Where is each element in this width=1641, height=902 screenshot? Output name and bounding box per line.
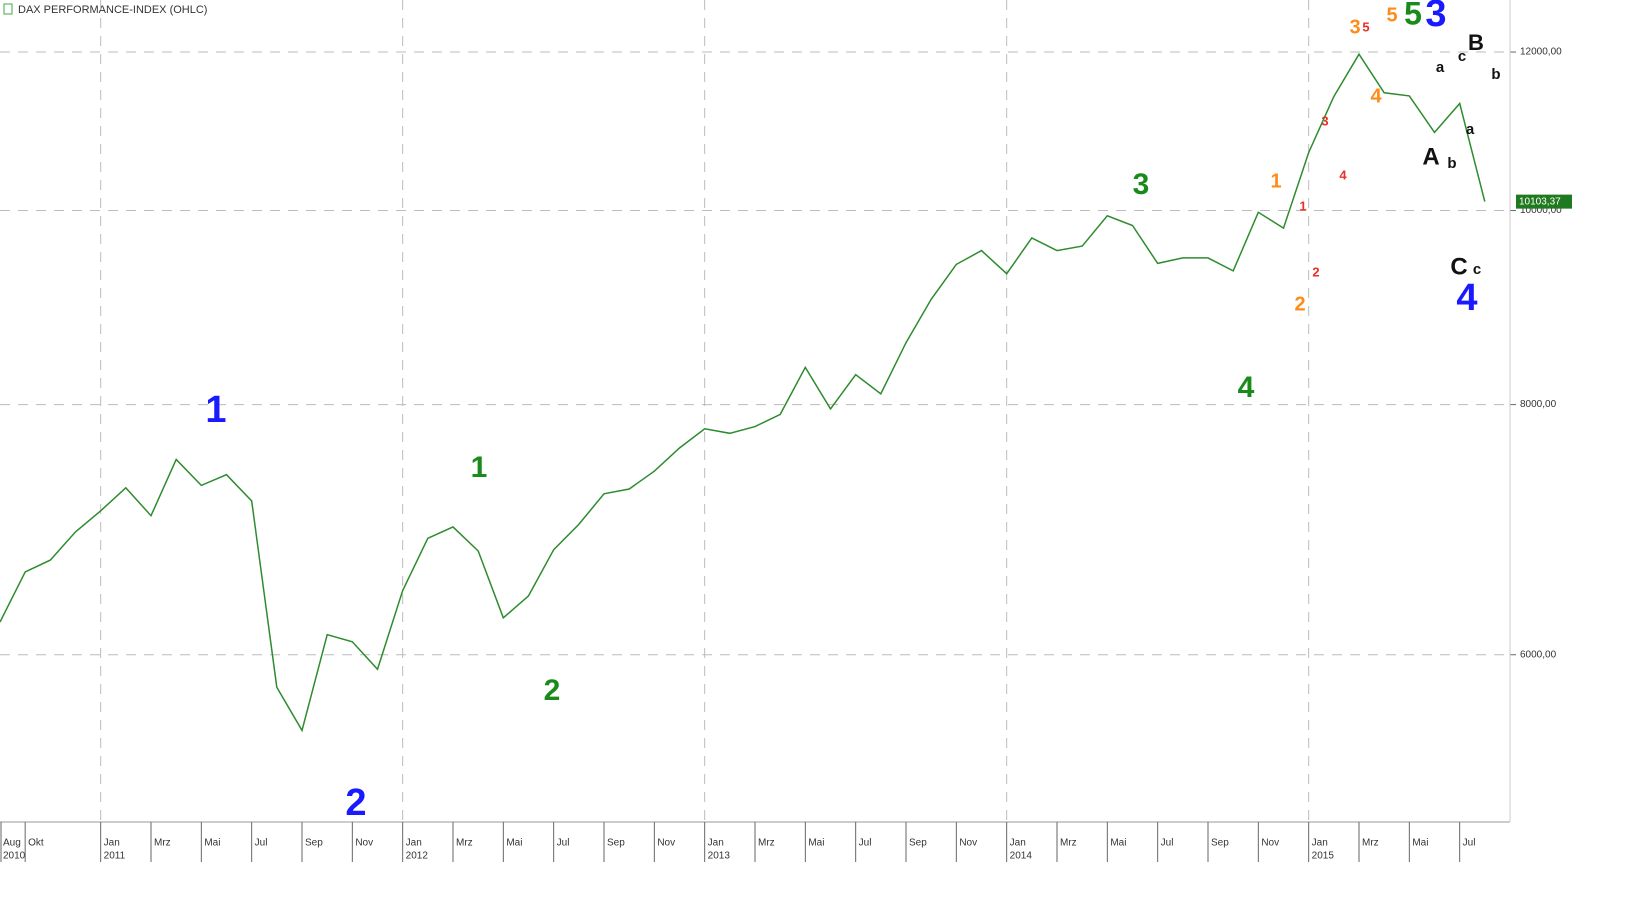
- wave-label: 4: [1238, 371, 1255, 404]
- y-tick-label: 6000,00: [1520, 649, 1557, 660]
- x-tick-label: Jan: [1312, 838, 1328, 849]
- y-tick-label: 8000,00: [1520, 399, 1557, 410]
- wave-label: 1: [471, 451, 488, 484]
- wave-label: B: [1468, 30, 1484, 55]
- wave-label: 1: [1270, 170, 1281, 192]
- x-tick-label: Jan: [104, 838, 120, 849]
- x-tick-label: Jul: [859, 838, 872, 849]
- x-tick-label: Nov: [959, 838, 977, 849]
- x-tick-label: Mrz: [456, 838, 473, 849]
- series-icon: [3, 3, 13, 15]
- wave-label: c: [1473, 261, 1481, 278]
- x-tick-label: Jul: [1161, 838, 1174, 849]
- x-tick-label: Jan: [708, 838, 724, 849]
- wave-label: 1: [205, 389, 226, 431]
- x-tick-label: Mrz: [1060, 838, 1077, 849]
- chart-title: DAX PERFORMANCE-INDEX (OHLC): [18, 4, 207, 16]
- wave-label: 3: [1133, 168, 1150, 201]
- x-tick-label: Jan: [1010, 838, 1026, 849]
- wave-label: c: [1458, 48, 1466, 65]
- wave-label: 2: [345, 782, 366, 824]
- y-tick-label: 10000,00: [1520, 205, 1562, 216]
- x-tick-label: Jul: [255, 838, 268, 849]
- year-label: 2011: [104, 851, 126, 862]
- x-tick-label: Mai: [506, 838, 522, 849]
- x-tick-label: Mai: [1412, 838, 1428, 849]
- wave-label: 1: [1299, 198, 1306, 213]
- wave-label: 3: [1321, 113, 1328, 128]
- wave-label: C: [1450, 253, 1467, 280]
- last-price-label: 10103,37: [1519, 196, 1561, 207]
- price-line: [0, 52, 1486, 733]
- wave-label: A: [1422, 143, 1439, 170]
- x-tick-label: Nov: [1261, 838, 1279, 849]
- x-tick-label: Sep: [1211, 838, 1229, 849]
- wave-label: 4: [1339, 167, 1347, 182]
- x-tick-label: Sep: [909, 838, 927, 849]
- x-tick-label: Nov: [657, 838, 675, 849]
- wave-label: 3: [1425, 0, 1446, 35]
- x-tick-label: Mrz: [1362, 838, 1379, 849]
- wave-label: b: [1447, 155, 1456, 172]
- wave-label: 2: [544, 674, 561, 707]
- wave-label: 2: [1294, 293, 1305, 315]
- x-tick-label: Mai: [808, 838, 824, 849]
- x-tick-label: Sep: [607, 838, 625, 849]
- year-label: 2015: [1312, 851, 1335, 862]
- x-tick-label: Mai: [1110, 838, 1126, 849]
- x-tick-label: Jan: [406, 838, 422, 849]
- wave-label: 4: [1456, 277, 1477, 319]
- x-tick-label: Mrz: [758, 838, 775, 849]
- wave-label: 5: [1404, 0, 1422, 31]
- wave-label: a: [1436, 59, 1445, 76]
- wave-label: 3: [1349, 16, 1360, 38]
- x-tick-label: Mrz: [154, 838, 171, 849]
- x-tick-label: Nov: [355, 838, 373, 849]
- y-tick-label: 12000,00: [1520, 47, 1562, 58]
- wave-label: 4: [1370, 85, 1382, 107]
- wave-label: 5: [1362, 19, 1369, 34]
- year-label: 2014: [1010, 851, 1033, 862]
- x-tick-label: Okt: [28, 838, 44, 849]
- x-tick-label: Sep: [305, 838, 323, 849]
- wave-label: 2: [1312, 264, 1319, 279]
- x-tick-label: Jul: [557, 838, 570, 849]
- wave-label: 5: [1386, 4, 1397, 26]
- wave-label: a: [1466, 121, 1475, 138]
- x-tick-label: Aug: [3, 838, 21, 849]
- year-label: 2010: [3, 851, 26, 862]
- year-label: 2013: [708, 851, 731, 862]
- x-tick-label: Mai: [204, 838, 220, 849]
- year-label: 2012: [406, 851, 429, 862]
- wave-label: b: [1491, 66, 1500, 83]
- x-tick-label: Jul: [1463, 838, 1476, 849]
- last-price-box: [1516, 194, 1572, 209]
